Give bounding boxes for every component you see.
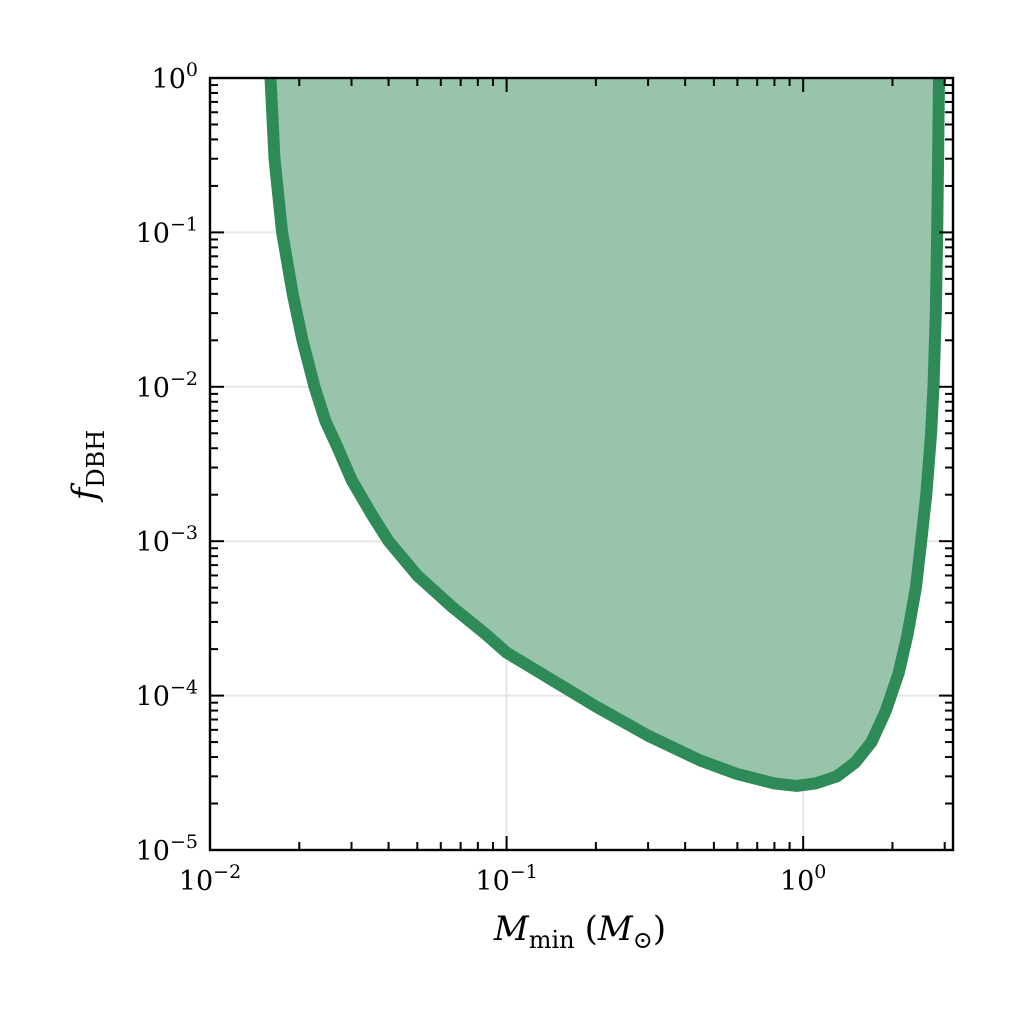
x-tick-label-2: 100: [780, 861, 826, 897]
constraint-curve: [264, 77, 945, 792]
y-axis-label: fDBH: [65, 430, 110, 503]
x-axis-label: Mmin (M⊙): [493, 909, 666, 954]
y-tick-label-2: 10−2: [136, 368, 198, 404]
y-tick-label-5: 10−5: [136, 831, 198, 867]
allowed-region-fill: [270, 78, 939, 786]
y-tick-label-3: 10−3: [136, 522, 198, 558]
axis-ticks: [209, 77, 953, 851]
y-tick-label-0: 100: [152, 59, 198, 95]
y-tick-label-1: 10−1: [136, 213, 198, 249]
plot-frame: [208, 76, 955, 852]
y-tick-label-4: 10−4: [136, 677, 198, 713]
x-tick-label-0: 10−2: [179, 861, 241, 897]
tick-labels: 10−2 10−1 100 100 10−1 10−2 10−3 10−4 10−5: [136, 59, 827, 897]
x-tick-label-1: 10−1: [475, 861, 537, 897]
